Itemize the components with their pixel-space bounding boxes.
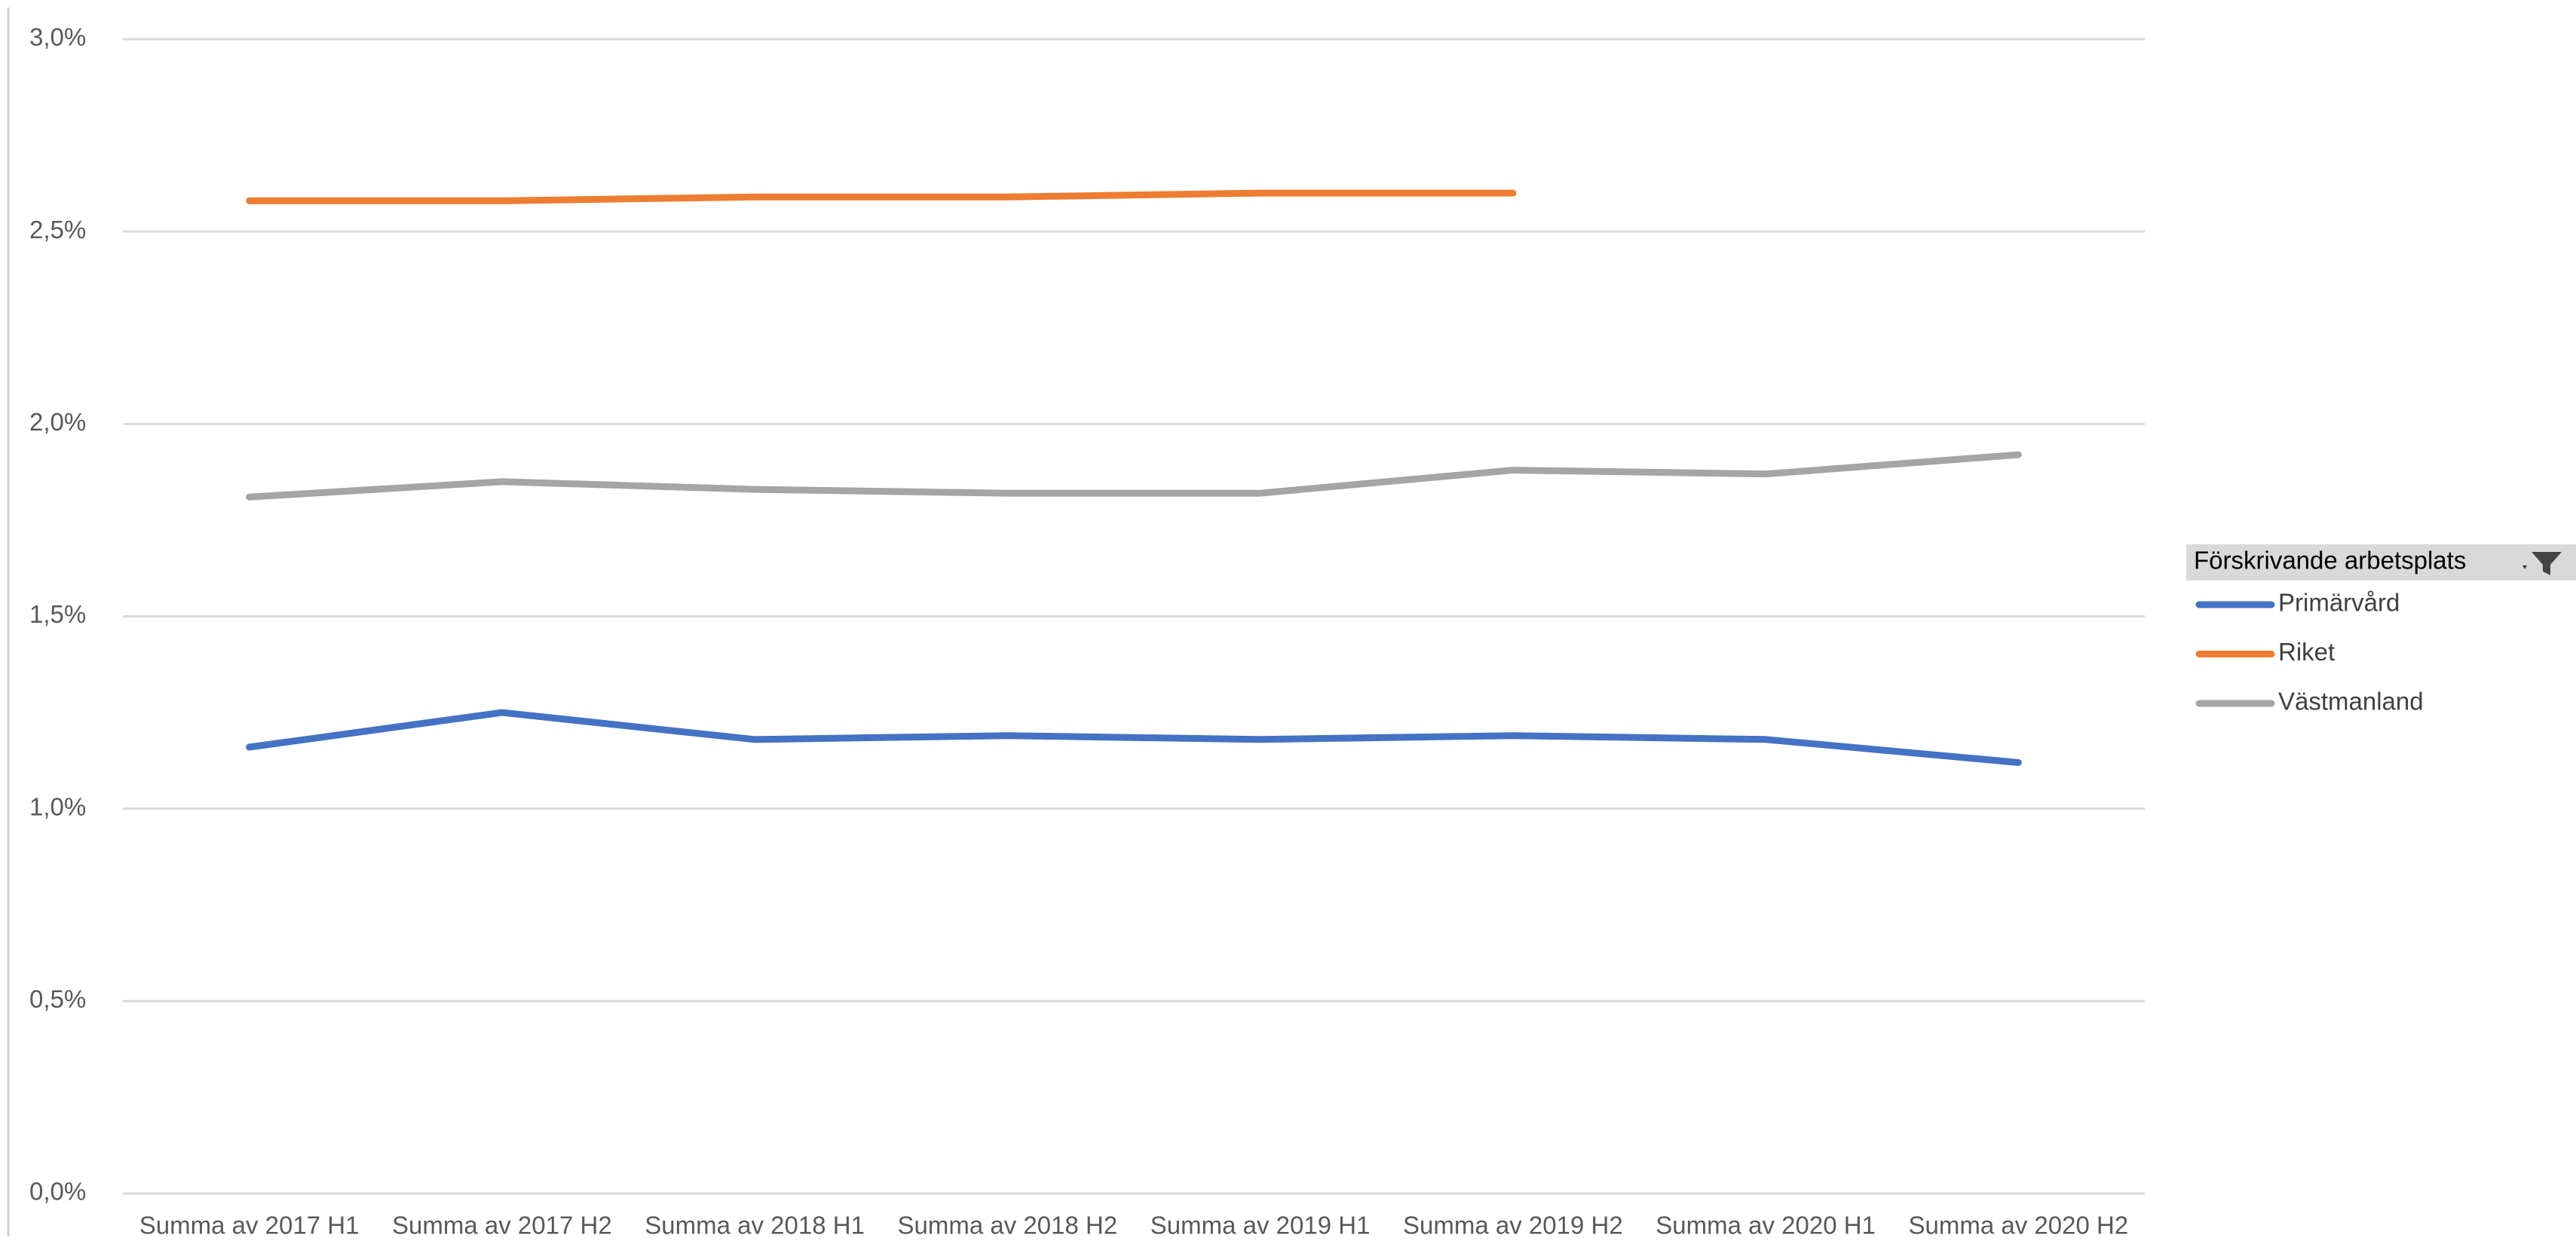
filter-button[interactable] bbox=[2522, 552, 2562, 575]
x-tick-label: Summa av 2020 H1 bbox=[1656, 1212, 1876, 1239]
x-tick-label: Summa av 2017 H2 bbox=[392, 1212, 612, 1239]
x-tick-label: Summa av 2019 H2 bbox=[1403, 1212, 1623, 1239]
y-tick-label: 2,0% bbox=[29, 408, 86, 436]
legend-label: Primärvård bbox=[2278, 589, 2400, 617]
x-tick-label: Summa av 2019 H1 bbox=[1150, 1212, 1371, 1239]
series-line bbox=[246, 451, 2022, 501]
y-tick-label: 1,0% bbox=[29, 792, 86, 820]
legend-label: Västmanland bbox=[2278, 688, 2424, 715]
y-tick-label: 3,0% bbox=[29, 23, 86, 51]
y-tick-label: 0,0% bbox=[29, 1178, 86, 1206]
x-tick-label: Summa av 2018 H2 bbox=[898, 1212, 1118, 1239]
y-tick-label: 1,5% bbox=[29, 600, 86, 628]
series-line bbox=[246, 189, 1517, 204]
x-tick-label: Summa av 2020 H2 bbox=[1909, 1212, 2129, 1239]
x-tick-label: Summa av 2017 H1 bbox=[139, 1212, 360, 1239]
series-line bbox=[246, 709, 2022, 766]
legend-label: Riket bbox=[2278, 638, 2335, 666]
legend-header bbox=[2186, 544, 2576, 581]
y-tick-label: 2,5% bbox=[29, 216, 86, 244]
x-tick-label: Summa av 2018 H1 bbox=[645, 1212, 865, 1239]
legend-title: Förskrivande arbetsplats bbox=[2194, 547, 2466, 575]
y-tick-label: 0,5% bbox=[29, 985, 86, 1013]
